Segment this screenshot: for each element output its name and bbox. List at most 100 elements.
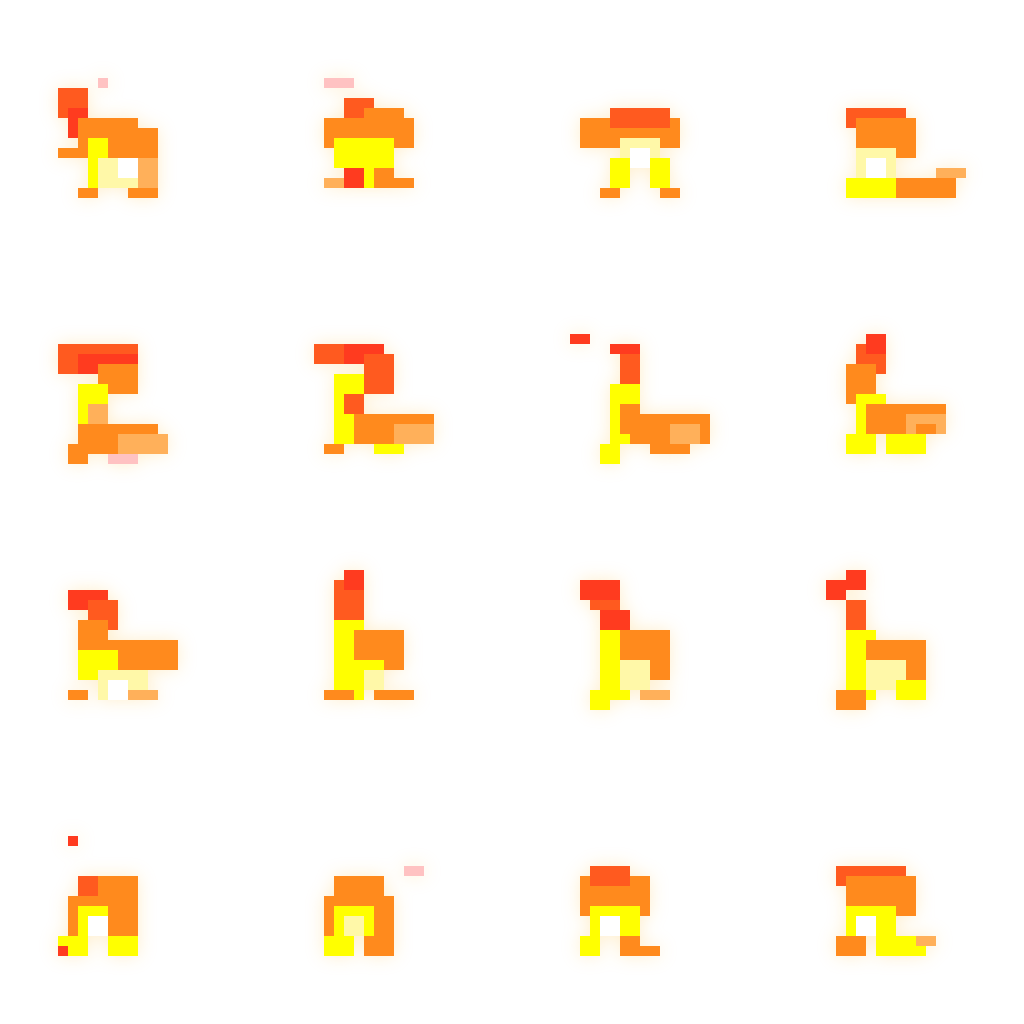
sprite-frame bbox=[256, 768, 512, 1024]
flame-pixel bbox=[886, 434, 926, 454]
sprite-frame bbox=[0, 0, 256, 256]
flame-sprite-icon bbox=[324, 78, 414, 188]
flame-pixel bbox=[590, 690, 610, 710]
sprite-frame bbox=[256, 512, 512, 768]
flame-pixel bbox=[128, 188, 158, 198]
flame-pixel bbox=[866, 334, 886, 354]
flame-pixel bbox=[570, 334, 590, 344]
sprite-frame bbox=[512, 768, 768, 1024]
flame-pixel bbox=[670, 424, 700, 444]
flame-pixel bbox=[394, 424, 434, 444]
flame-pixel bbox=[364, 936, 394, 956]
sprite-frame bbox=[768, 512, 1024, 768]
flame-pixel bbox=[58, 148, 78, 158]
flame-pixel bbox=[836, 690, 866, 710]
flame-sprite-icon bbox=[846, 334, 946, 454]
flame-pixel bbox=[600, 610, 630, 630]
flame-sprite-icon bbox=[826, 570, 926, 710]
flame-pixel bbox=[344, 570, 364, 590]
flame-sprite-icon bbox=[836, 866, 936, 956]
flame-sprite-icon bbox=[324, 570, 414, 700]
flame-sprite-icon bbox=[580, 108, 680, 198]
flame-pixel bbox=[876, 936, 926, 956]
flame-pixel bbox=[344, 168, 364, 188]
flame-pixel bbox=[374, 690, 414, 700]
flame-pixel bbox=[620, 936, 640, 956]
flame-pixel bbox=[916, 424, 936, 434]
flame-pixel bbox=[58, 946, 68, 956]
flame-sprite-icon bbox=[58, 344, 168, 464]
flame-pixel bbox=[916, 936, 936, 946]
flame-pixel bbox=[118, 158, 138, 178]
flame-sprite-icon bbox=[68, 590, 178, 700]
flame-pixel bbox=[836, 936, 866, 956]
sprite-frame bbox=[512, 0, 768, 256]
flame-pixel bbox=[600, 444, 620, 464]
flame-pixel bbox=[324, 178, 344, 188]
flame-pixel bbox=[78, 188, 98, 198]
flame-pixel bbox=[916, 188, 946, 198]
flame-pixel bbox=[610, 108, 670, 128]
flame-sprite-icon bbox=[58, 78, 158, 198]
flame-sprite-icon bbox=[324, 866, 424, 956]
flame-pixel bbox=[620, 660, 650, 690]
flame-pixel bbox=[846, 178, 906, 198]
flame-sprite-icon bbox=[580, 580, 670, 710]
flame-pixel bbox=[324, 690, 354, 700]
flame-sprite-icon bbox=[58, 836, 138, 956]
flame-pixel bbox=[640, 690, 670, 700]
flame-pixel bbox=[128, 128, 158, 158]
flame-pixel bbox=[600, 916, 620, 936]
flame-pixel bbox=[324, 444, 344, 454]
sprite-frame bbox=[0, 512, 256, 768]
flame-pixel bbox=[846, 570, 866, 590]
flame-pixel bbox=[68, 836, 78, 846]
flame-pixel bbox=[856, 916, 876, 936]
flame-pixel bbox=[896, 680, 926, 700]
sprite-frame bbox=[0, 768, 256, 1024]
flame-pixel bbox=[394, 178, 414, 188]
flame-pixel bbox=[128, 690, 158, 700]
sprite-frame bbox=[512, 512, 768, 768]
flame-pixel bbox=[374, 444, 404, 454]
flame-pixel bbox=[650, 444, 690, 454]
flame-pixel bbox=[404, 866, 424, 876]
flame-pixel bbox=[108, 454, 138, 464]
flame-pixel bbox=[610, 158, 630, 188]
sprite-frame bbox=[256, 256, 512, 512]
flame-pixel bbox=[580, 936, 600, 956]
flame-pixel bbox=[590, 866, 630, 886]
flame-pixel bbox=[364, 670, 384, 690]
flame-pixel bbox=[98, 78, 108, 88]
sprite-frame bbox=[768, 768, 1024, 1024]
flame-pixel bbox=[324, 936, 354, 956]
flame-pixel bbox=[68, 690, 88, 700]
flame-pixel bbox=[374, 168, 394, 188]
flame-pixel bbox=[118, 434, 168, 454]
flame-pixel bbox=[68, 444, 88, 464]
flame-pixel bbox=[78, 876, 98, 896]
sprite-frame bbox=[768, 256, 1024, 512]
flame-pixel bbox=[590, 600, 620, 610]
flame-pixel bbox=[866, 158, 886, 178]
flame-pixel bbox=[846, 434, 876, 454]
flame-pixel bbox=[580, 580, 620, 600]
flame-pixel bbox=[660, 188, 680, 198]
sprite-frame bbox=[256, 0, 512, 256]
flame-pixel bbox=[650, 158, 670, 188]
flame-pixel bbox=[88, 404, 108, 424]
flame-pixel bbox=[610, 344, 640, 354]
flame-pixel bbox=[630, 148, 650, 168]
flame-sprite-icon bbox=[580, 866, 660, 956]
flame-pixel bbox=[640, 946, 660, 956]
flame-pixel bbox=[600, 188, 620, 198]
flame-pixel bbox=[826, 580, 846, 600]
flame-sprite-icon bbox=[314, 344, 434, 454]
flame-sprite-icon bbox=[570, 334, 710, 464]
flame-pixel bbox=[344, 394, 364, 414]
flame-pixel bbox=[108, 680, 128, 700]
flame-sprite-icon bbox=[846, 108, 966, 198]
flame-pixel bbox=[108, 936, 138, 956]
sprite-frame bbox=[0, 256, 256, 512]
